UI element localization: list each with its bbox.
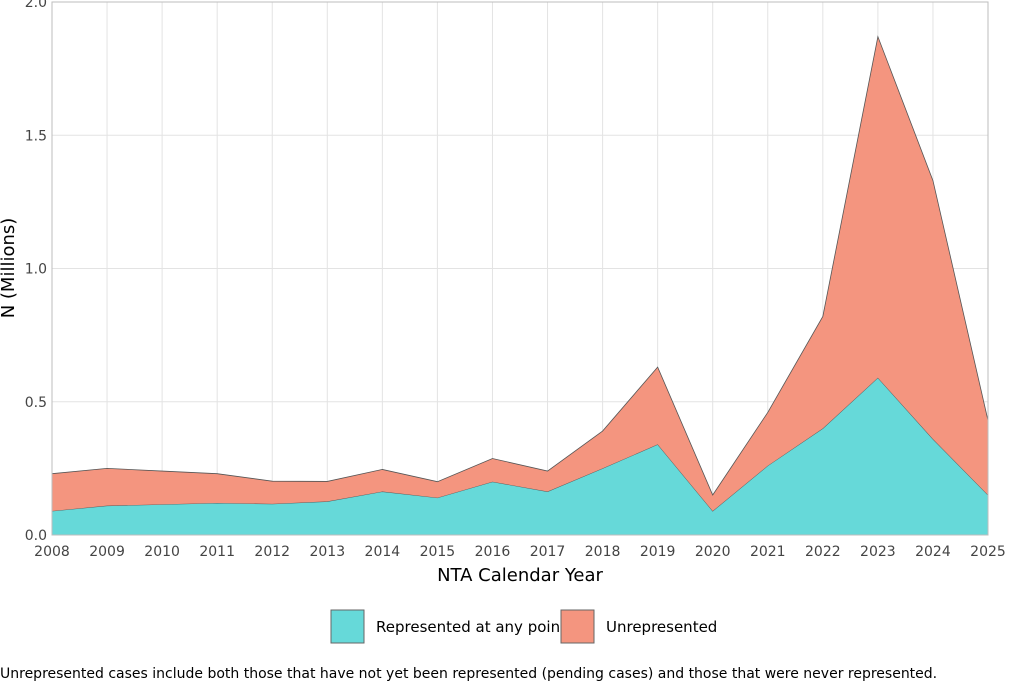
areas [51, 35, 989, 535]
x-tick-label: 2021 [750, 544, 786, 560]
series-line-unrepresented [51, 35, 989, 496]
x-tick-label: 2017 [530, 544, 566, 560]
y-tick-labels: 0.0 0.5 1.0 1.5 2.0 [25, 0, 47, 544]
x-axis-title: NTA Calendar Year [437, 565, 603, 586]
y-tick-label: 2.0 [25, 0, 47, 11]
y-tick-label: 1.5 [25, 128, 47, 144]
x-tick-label: 2023 [860, 544, 896, 560]
x-tick-label: 2019 [640, 544, 676, 560]
x-tick-label: 2010 [144, 544, 180, 560]
x-tick-label: 2024 [915, 544, 951, 560]
x-tick-label: 2018 [585, 544, 621, 560]
x-tick-label: 2025 [970, 544, 1006, 560]
y-tick-label: 0.5 [25, 395, 47, 411]
area-represented-at-any-point [52, 377, 988, 535]
x-tick-labels: 2008 2009 2010 2011 2012 2013 2014 2015 2016 2017… [34, 544, 1006, 560]
y-axis-title: N (Millions) [0, 218, 19, 319]
x-tick-label: 2020 [695, 544, 731, 560]
x-tick-label: 2015 [420, 544, 456, 560]
y-tick-label: 1.0 [25, 262, 47, 278]
legend-label: Unrepresented [606, 618, 717, 636]
x-tick-label: 2008 [34, 544, 70, 560]
y-tick-label: 0.0 [25, 528, 47, 544]
x-tick-label: 2011 [199, 544, 235, 560]
x-tick-label: 2009 [89, 544, 125, 560]
x-tick-label: 2022 [805, 544, 841, 560]
caption: Unrepresented cases include both those t… [0, 666, 937, 682]
x-tick-label: 2013 [309, 544, 345, 560]
plot-border [51, 1, 989, 536]
legend-swatch [330, 609, 365, 644]
x-tick-label: 2016 [475, 544, 511, 560]
legend-swatch [560, 609, 595, 644]
legend: Represented at any point Unrepresented [330, 609, 717, 644]
area-unrepresented [52, 36, 988, 512]
x-tick-label: 2014 [365, 544, 401, 560]
legend-label: Represented at any point [376, 618, 566, 636]
x-tick-label: 2012 [254, 544, 290, 560]
